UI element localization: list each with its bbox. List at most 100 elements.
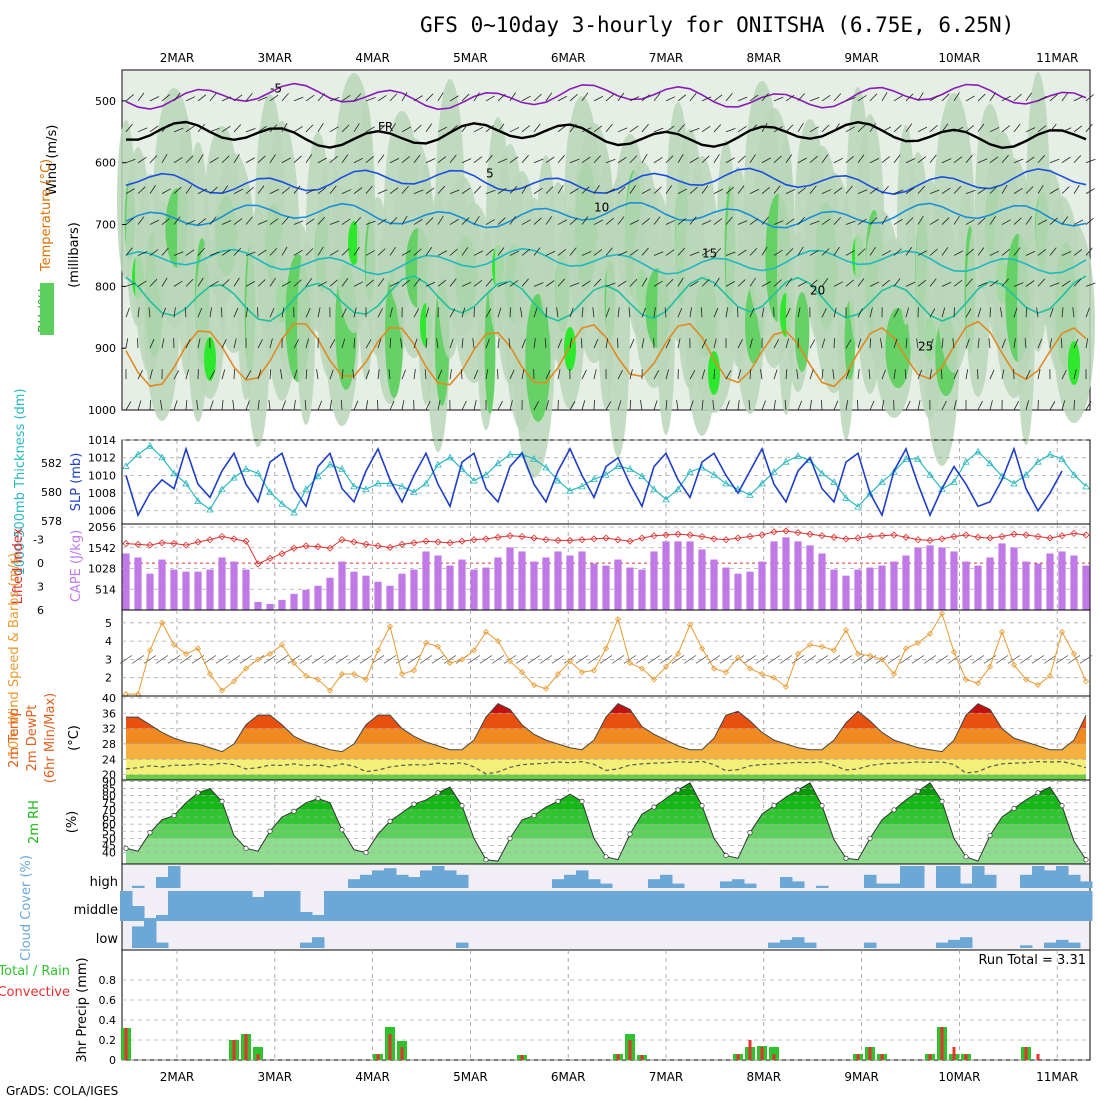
- wind-barb: [1025, 400, 1029, 411]
- lifted-index-point: [722, 536, 730, 544]
- lifted-index-point: [746, 532, 754, 541]
- wind-barb: [628, 307, 631, 318]
- wind-barb: [581, 216, 589, 225]
- rh-blob-max: [204, 337, 216, 381]
- wind-barb: [989, 156, 999, 164]
- rh-point: [1011, 805, 1017, 812]
- wind-barb: [497, 282, 508, 287]
- cloud-bar: [468, 891, 481, 921]
- wind-barb: [905, 281, 916, 287]
- wind-barb: [737, 126, 747, 133]
- wind-barb: [617, 280, 627, 287]
- cape-bar: [494, 557, 502, 610]
- cloud-bar: [804, 942, 817, 948]
- thickness-point: [446, 453, 454, 461]
- wind-barb: [533, 400, 540, 411]
- wind-barb: [605, 123, 613, 133]
- wind-barb: [785, 124, 794, 133]
- wind-barb: [245, 92, 253, 102]
- wind-barb-10m: [851, 655, 865, 664]
- wind-barb: [341, 94, 351, 102]
- wind-barb: [317, 216, 325, 225]
- rh-point: [987, 832, 993, 839]
- cloud-bar: [168, 891, 181, 921]
- wind-barb: [653, 370, 660, 380]
- thickness-point: [1034, 457, 1042, 465]
- wind-barb: [305, 338, 309, 349]
- wind-barb: [833, 157, 844, 164]
- wind-barb: [148, 307, 151, 318]
- cloud-bar: [660, 891, 673, 921]
- precip-conv-bar: [232, 1040, 236, 1060]
- cloud-low-label: low: [96, 932, 119, 947]
- wind-speed-point: [698, 645, 706, 652]
- cloud-bar: [1044, 942, 1057, 948]
- cape-bar: [410, 569, 418, 610]
- wind-barb: [581, 307, 584, 318]
- run-total-label: Run Total = 3.31: [978, 953, 1086, 968]
- wind-barb: [473, 92, 480, 102]
- wind-barb: [1085, 217, 1094, 225]
- rh-point: [363, 850, 369, 856]
- dewpoint-axis-label: 2m DewPt: [25, 705, 40, 772]
- wind-barb: [293, 400, 296, 411]
- wind-barb: [917, 185, 925, 194]
- wind-barb: [1013, 217, 1022, 225]
- wind-barb: [149, 185, 156, 194]
- lifted-index-point: [686, 531, 694, 539]
- wind-barb: [641, 307, 646, 318]
- wind-barb: [785, 369, 788, 380]
- wind-barb: [689, 157, 699, 164]
- cape-bar: [206, 569, 214, 610]
- wind-barb: [749, 218, 759, 225]
- wind-barb: [485, 308, 492, 318]
- wind-barb: [329, 400, 332, 411]
- wind-speed-point: [734, 654, 742, 661]
- lifted-index-point: [182, 541, 190, 549]
- isotherm-line: [125, 82, 1087, 111]
- wind-barb: [893, 189, 904, 195]
- lifted-index-point: [518, 532, 526, 541]
- cloud-bar: [300, 912, 313, 921]
- wind-speed-point: [170, 641, 178, 648]
- cape-bar: [890, 561, 898, 610]
- cloud-bar: [1080, 881, 1093, 888]
- wind-barb: [1037, 125, 1047, 133]
- wind-barb: [845, 126, 855, 133]
- wind-barb-10m: [407, 655, 421, 664]
- wind-barb-10m: [911, 655, 925, 664]
- wind-speed-point: [794, 650, 802, 657]
- wind-barb: [809, 96, 820, 102]
- cloud-bar: [132, 906, 145, 921]
- wind-barb: [1037, 184, 1044, 194]
- lifted-index-point: [926, 536, 934, 544]
- wind-barb: [497, 400, 503, 411]
- wind-barb: [137, 251, 148, 256]
- precip-total-bar: [253, 1047, 263, 1060]
- wind-barb: [1049, 188, 1059, 194]
- wind-barb: [929, 219, 939, 225]
- wind-barb: [941, 247, 949, 256]
- lifted-index-point: [734, 534, 742, 542]
- wind-barb-10m: [227, 655, 241, 664]
- wind-barb-10m: [683, 655, 697, 664]
- thickness-point: [122, 462, 130, 469]
- wind-barb: [449, 219, 459, 225]
- cape-bar: [950, 551, 958, 610]
- wind-barb: [893, 369, 896, 380]
- wind-barb: [257, 307, 259, 318]
- wind-barb: [857, 189, 868, 195]
- cloud-bar: [336, 891, 349, 921]
- wind-barb: [221, 339, 227, 349]
- top-date-label: 10MAR: [938, 51, 980, 65]
- wind-barb-10m: [983, 655, 997, 664]
- top-date-label: 6MAR: [551, 51, 586, 65]
- thickness-point: [134, 450, 142, 458]
- wind-barb: [845, 279, 854, 287]
- wind-barb: [232, 400, 235, 411]
- wind-barb: [1037, 248, 1047, 256]
- wind-barb-10m: [479, 655, 493, 664]
- rh-point: [699, 803, 705, 809]
- lifted-index-point: [554, 536, 562, 544]
- cape-axis-label: CAPE (J/kg): [69, 530, 84, 602]
